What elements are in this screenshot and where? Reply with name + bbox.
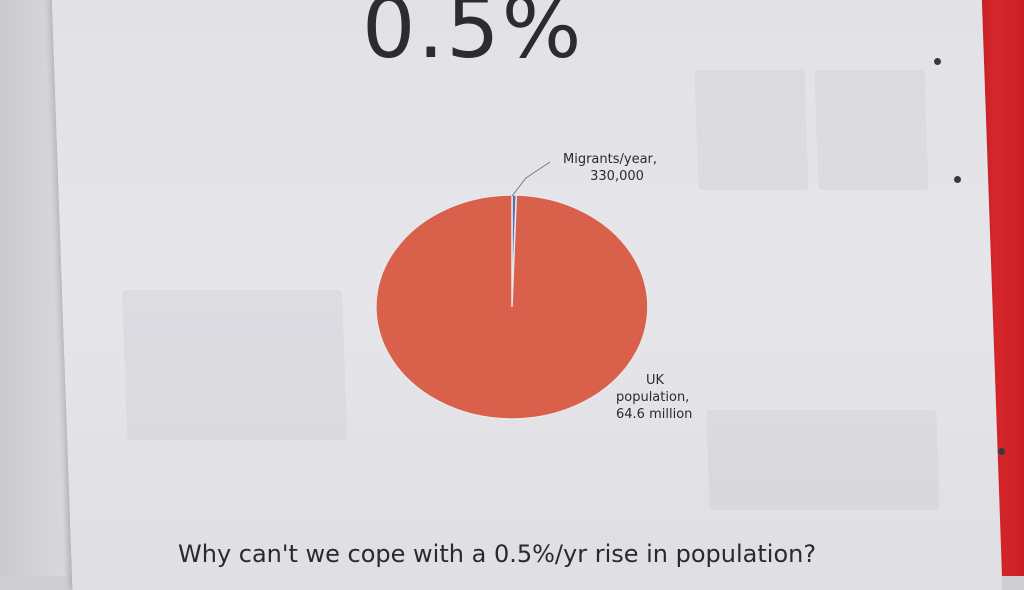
punch-hole	[934, 58, 941, 65]
uk-label-line: UK	[646, 373, 665, 388]
uk-label-line: population,	[616, 390, 690, 405]
migrants-label: Migrants/year, 330,000	[563, 151, 657, 185]
punch-hole	[998, 448, 1005, 455]
migrants-leader-line	[511, 161, 551, 197]
caption: Why can't we cope with a 0.5%/yr rise in…	[178, 540, 817, 568]
pie-chart	[375, 161, 649, 420]
migrants-label-line: Migrants/year,	[563, 152, 658, 167]
pie-slice-uk-population	[375, 194, 649, 420]
migrants-label-line: 330,000	[590, 169, 644, 184]
uk-label-line: 64.6 million	[616, 407, 693, 422]
punch-hole	[954, 176, 961, 183]
uk-population-label: UK population, 64.6 million	[616, 372, 692, 423]
headline: 0.5%	[362, 0, 584, 77]
